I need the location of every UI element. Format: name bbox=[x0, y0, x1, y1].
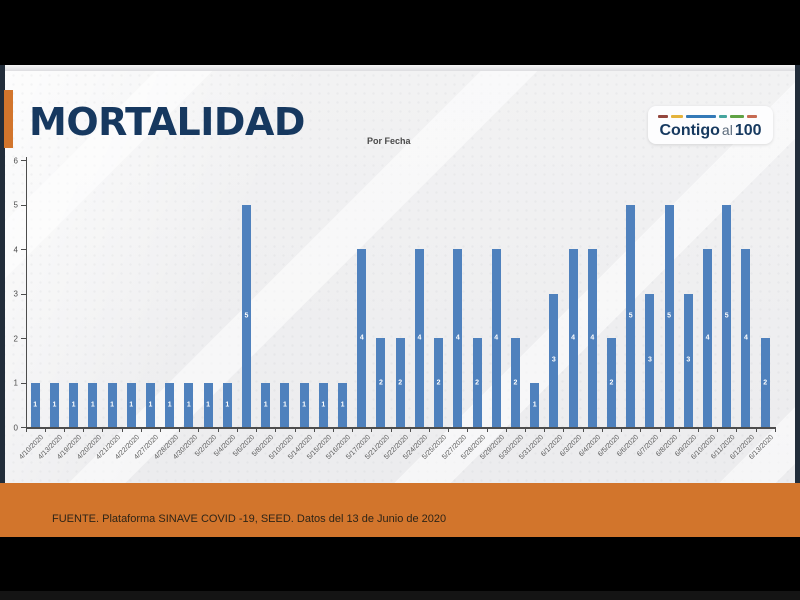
page-title: MORTALIDAD bbox=[29, 100, 305, 144]
letterbox-bottom-bar bbox=[0, 537, 800, 600]
letterbox-top-bar bbox=[0, 0, 800, 65]
logo-color-dashes bbox=[658, 115, 763, 118]
logo-dash bbox=[658, 115, 668, 118]
logo-text: Contigo al 100 bbox=[648, 120, 773, 141]
logo-text-part2: al bbox=[721, 122, 733, 138]
logo-dash bbox=[686, 115, 716, 118]
title-accent-bar bbox=[4, 90, 13, 148]
source-text: FUENTE. Plataforma SINAVE COVID -19, SEE… bbox=[52, 513, 447, 525]
logo-dash bbox=[719, 115, 727, 118]
chart-title: Por Fecha bbox=[367, 136, 411, 146]
logo-dash bbox=[730, 115, 744, 118]
logo-text-part1: Contigo bbox=[659, 122, 720, 139]
letterbox-bottom-edge bbox=[0, 591, 800, 600]
logo-dash bbox=[671, 115, 683, 118]
top-divider-strip bbox=[0, 65, 800, 71]
logo-text-part3: 100 bbox=[734, 122, 762, 139]
side-strip-left bbox=[0, 65, 5, 483]
contigo-al-100-logo: Contigo al 100 bbox=[648, 106, 773, 144]
side-strip-right bbox=[795, 65, 800, 483]
footer-band: FUENTE. Plataforma SINAVE COVID -19, SEE… bbox=[0, 483, 800, 537]
logo-dash bbox=[747, 115, 757, 118]
